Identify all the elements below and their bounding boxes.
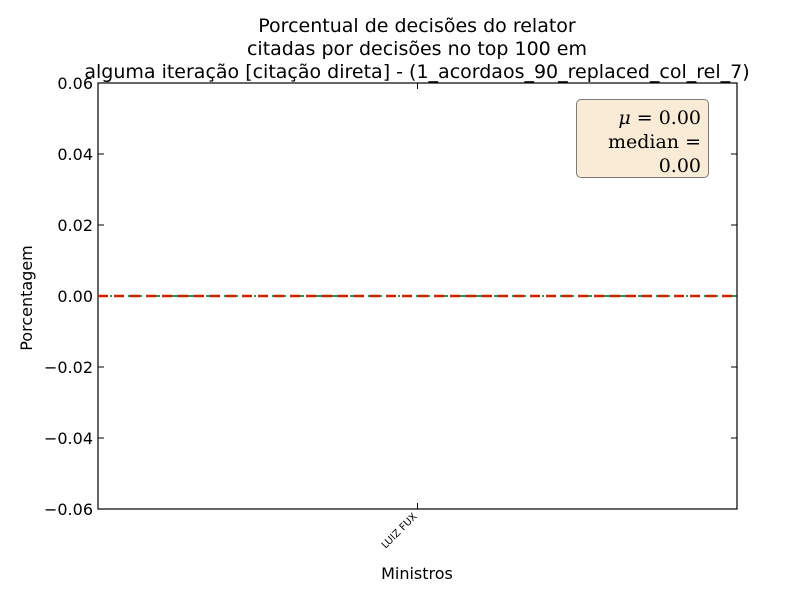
median-value: 0.00 [658,155,701,177]
x-axis-label: Ministros [381,564,453,583]
y-tick-label: −0.06 [44,500,93,519]
y-axis-label: Porcentagem [17,245,36,351]
y-tick-label: 0.00 [57,287,93,306]
y-tick-label: 0.04 [57,145,93,164]
x-tick-label: LUIZ FUX [380,511,420,551]
mean-stat: μ = 0.00 [618,107,701,129]
median-stat: median = 0.00 [607,131,701,177]
y-tick-label: 0.02 [57,216,93,235]
title-line: alguma iteração [citação direta] - (1_ac… [84,61,749,83]
title-line: citadas por decisões no top 100 em [247,38,587,60]
mean-value: 0.00 [658,107,701,129]
y-tick-label: −0.04 [44,429,93,448]
chart-title: Porcentual de decisões do relatorcitadas… [84,15,749,83]
title-line: Porcentual de decisões do relator [258,15,576,37]
y-tick-label: 0.06 [57,74,93,93]
y-tick-label: −0.02 [44,358,93,377]
y-axis: −0.06 −0.04 −0.02 0.00 0.02 0.04 0.06 [44,74,737,519]
median-label: median [607,131,680,153]
stats-box: μ = 0.00 median = 0.00 [576,99,709,178]
mean-label: μ [618,107,631,129]
